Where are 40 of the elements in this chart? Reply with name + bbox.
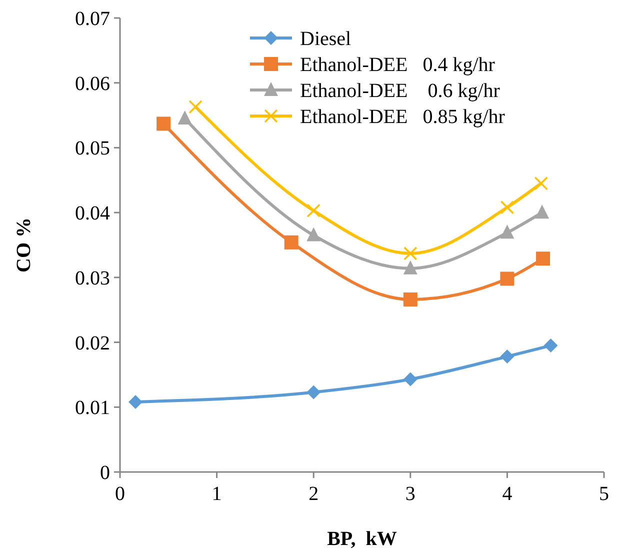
point bbox=[500, 200, 514, 214]
point bbox=[403, 292, 418, 306]
point bbox=[544, 338, 558, 353]
y-axis-title: CO % bbox=[13, 218, 35, 272]
legend-label: Ethanol-DEE 0.4 kg/hr bbox=[300, 54, 496, 76]
point bbox=[535, 204, 550, 219]
point bbox=[306, 204, 320, 218]
y-tick-label: 0 bbox=[100, 462, 110, 484]
point bbox=[403, 260, 418, 274]
point bbox=[156, 116, 171, 131]
y-tick-label: 0.05 bbox=[75, 138, 110, 160]
y-tick-label: 0.02 bbox=[75, 332, 110, 354]
legend-label: Ethanol-DEE 0.85 kg/hr bbox=[300, 106, 506, 128]
x-tick-label: 1 bbox=[212, 483, 222, 505]
y-tick-label: 0.06 bbox=[75, 72, 110, 95]
legend-label: Diesel bbox=[300, 28, 352, 50]
x-tick-label: 5 bbox=[599, 483, 609, 505]
y-tick-label: 0.03 bbox=[75, 267, 110, 290]
point bbox=[128, 394, 142, 409]
point bbox=[534, 176, 548, 190]
x-tick-label: 4 bbox=[502, 483, 512, 505]
point bbox=[536, 252, 550, 266]
point bbox=[306, 385, 321, 400]
point bbox=[188, 100, 202, 114]
point bbox=[284, 235, 298, 250]
x-axis-title: BP, kW bbox=[327, 528, 397, 550]
point bbox=[403, 372, 418, 386]
point bbox=[500, 224, 514, 239]
point bbox=[500, 350, 514, 364]
legend-label: Ethanol-DEE 0.6 kg/hr bbox=[300, 80, 500, 102]
point bbox=[178, 110, 192, 125]
y-tick-label: 0.01 bbox=[75, 397, 110, 420]
x-tick-label: 0 bbox=[115, 483, 125, 505]
y-tick-label: 0.07 bbox=[75, 8, 110, 30]
point bbox=[500, 272, 514, 286]
x-tick-label: 3 bbox=[405, 483, 416, 505]
y-tick-label: 0.04 bbox=[75, 202, 110, 225]
point bbox=[404, 246, 418, 260]
point bbox=[306, 227, 321, 242]
x-tick-label: 2 bbox=[308, 483, 319, 505]
